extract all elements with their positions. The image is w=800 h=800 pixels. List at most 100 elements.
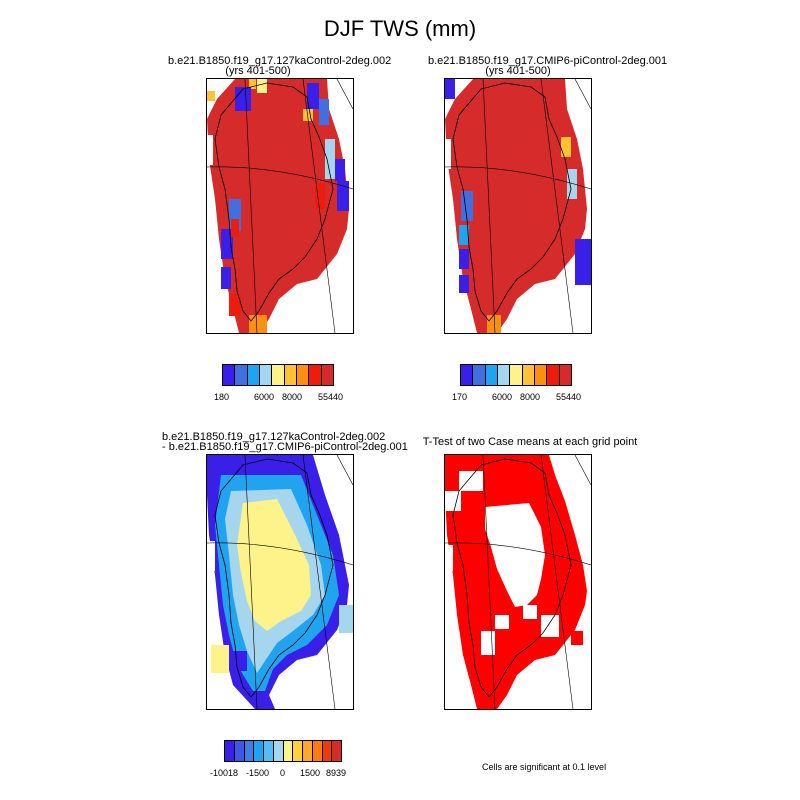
panel3-colorbar-tick: -1500 [246,768,270,778]
colorbar-swatch [234,741,245,761]
panel1-coastline [214,82,334,322]
colorbar-swatch [497,365,511,385]
panel2-cell-margin [567,169,577,199]
panel2-title-line1: b.e21.B1850.f19_g17.CMIP6-piControl-2deg… [428,55,668,67]
panel1-colorbar-tick: 55440 [318,392,344,402]
panel2-title-line2: (yrs 401-500) [485,65,551,77]
significance-note: Cells are significant at 0.1 level [482,762,607,772]
panel1-graticule [207,79,353,333]
panel4-map [444,454,592,710]
colorbar-swatch [321,365,333,385]
panel1-cell-margin [231,219,239,237]
panel4-graticule [445,455,591,709]
colorbar-swatch [259,365,273,385]
panel4-insignificant-cell [495,615,509,629]
colorbar-swatch [322,741,333,761]
panel1-cell-margin [315,183,325,209]
panel1-title-line2: (yrs 401-500) [225,65,291,77]
panel3-cell-margin [211,645,229,673]
colorbar-swatch [296,365,310,385]
colorbar-swatch [284,365,297,385]
panel2-colorbar [460,364,572,386]
panel3-map [206,454,354,710]
colorbar-swatch [225,741,235,761]
panel2-cell-margin [459,275,469,293]
panel3-colorbar-tick: -10018 [210,768,239,778]
panel1-cell-margin [335,159,345,181]
panel2-coastline [452,82,572,322]
colorbar-swatch [254,741,264,761]
panel3-title-line2: - b.e21.B1850.f19_g17.CMIP6-piControl-2d… [162,441,408,453]
panel2-tws-cells [445,79,591,333]
panel3-cell-margin [339,605,353,633]
panel2-colorbar-tick: 8000 [520,392,541,402]
panel1-tws-cells [207,79,349,333]
panel2-cell-margin [561,137,571,157]
colorbar-swatch [485,365,498,385]
colorbar-swatch [244,741,255,761]
panel1-cell-margin [257,79,267,93]
panel2-cell-margin [459,225,469,245]
colorbar-swatch [247,365,260,385]
panel1-cell-margin [303,109,313,121]
panel1-colorbar-tick: 180 [214,392,230,402]
colorbar-swatch [293,741,303,761]
panel1-cell-margin [337,181,349,211]
panel2-colorbar-tick: 170 [452,392,468,402]
colorbar-swatch [309,365,322,385]
colorbar-swatch [534,365,548,385]
panel2-cell-margin [575,239,591,285]
panel2-colorbar-tick: 55440 [556,392,582,402]
panel1-map [206,78,354,334]
panel1-cell-margin [249,79,256,89]
colorbar-swatch [273,741,284,761]
colorbar-swatch [559,365,571,385]
colorbar-swatch [522,365,535,385]
panel2-cell-margin [445,139,451,169]
panel4-insignificant-region [485,503,545,607]
colorbar-swatch [264,741,274,761]
colorbar-swatch [272,365,285,385]
panel1-cell-margin [325,139,335,179]
panel4-title: T-Test of two Case means at each grid po… [422,436,638,448]
panel1-title-line1: b.e21.B1850.f19_g17.127kaControl-2deg.00… [168,55,392,67]
panel1-cell-margin [307,83,319,109]
panel3-cell-margin [231,651,247,671]
panel3-colorbar-tick: 1500 [300,768,321,778]
panel3-graticule [207,455,353,709]
figure-title: DJF TWS (mm) [323,16,477,41]
panel4-insignificant-cell [571,631,583,645]
panel2-cell-margin [445,79,455,99]
panel3-cell-margin [207,541,215,571]
panel2-ice-sheet [445,79,587,333]
panel3-coastline [214,458,334,698]
panel1-cell-margin [249,315,267,333]
colorbar-swatch [312,741,323,761]
colorbar-swatch [547,365,560,385]
panel4-insignificant-cell [481,631,495,655]
colorbar-swatch [461,365,474,385]
panel3-colorbar [224,740,342,762]
panel4-significance-cells [445,455,587,709]
panel1-cell-margin [229,294,241,316]
panel1-cell-margin [235,87,251,111]
panel4-insignificant-cell [445,545,453,571]
panel1-colorbar [222,364,334,386]
panel2-map [444,78,592,334]
colorbar-swatch [283,741,294,761]
panel3-diff-cells [207,455,353,709]
panel1-cell-margin [207,135,213,165]
panel4-insignificant-cell [523,605,537,619]
panel4-insignificant-cell [541,615,559,637]
panel3-colorbar-tick: 8939 [326,768,347,778]
panel1-ice-sheet [207,79,349,333]
colorbar-swatch [223,365,236,385]
colorbar-swatch [510,365,523,385]
panel1-cell-margin [319,99,329,125]
panel1-cell-margin [207,91,215,101]
panel4-insignificant-cell [459,471,483,491]
panel1-colorbar-tick: 8000 [282,392,303,402]
panel3-title-line1: b.e21.B1850.f19_g17.127kaControl-2deg.00… [162,431,386,443]
panel1-colorbar-tick: 6000 [254,392,275,402]
panel3-colorbar-tick: 0 [280,768,286,778]
